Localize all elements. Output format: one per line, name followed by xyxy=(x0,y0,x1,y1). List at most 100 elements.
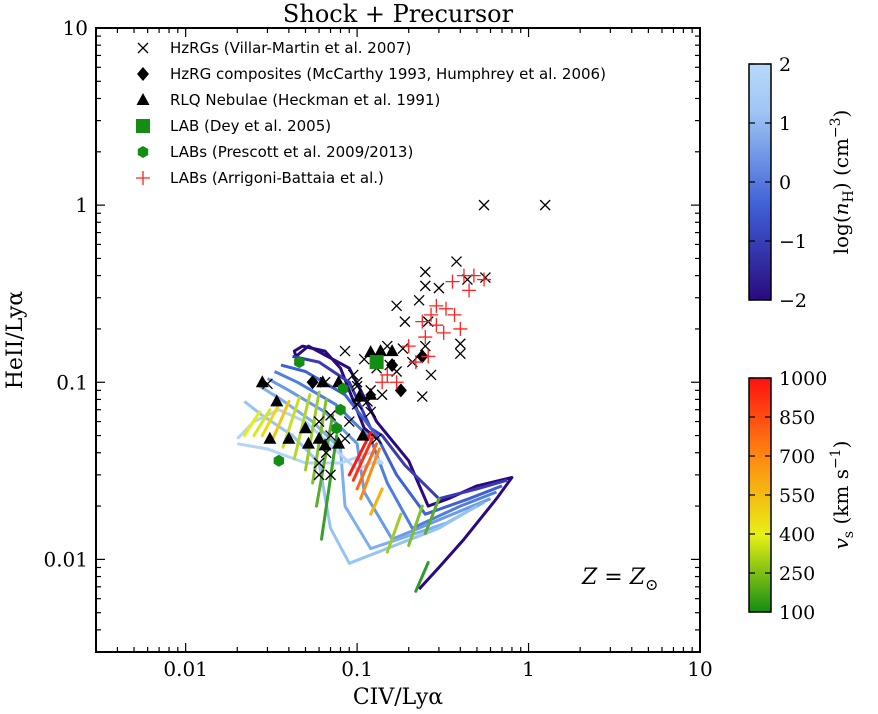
point-triangle-12 xyxy=(282,431,296,444)
point-plus-13 xyxy=(453,321,468,336)
legend-marker-square xyxy=(136,119,150,133)
legend-label-4: LABs (Prescott et al. 2009/2013) xyxy=(170,143,413,161)
velocity-line-9 xyxy=(320,434,339,541)
nH-tick-label-1: −1 xyxy=(779,231,807,253)
point-plus-11 xyxy=(436,325,451,340)
point-plus-9 xyxy=(415,314,430,329)
point-plus-16 xyxy=(408,355,423,370)
nH-tick-label-3: 1 xyxy=(779,113,791,135)
vs-tick-label-5: 850 xyxy=(779,407,815,429)
point-triangle-14 xyxy=(318,438,332,451)
colorbar-vs-label: vs (km s−1) xyxy=(828,441,857,550)
metallicity-annotation: Z = Z⊙ xyxy=(581,565,658,594)
point-plus-15 xyxy=(421,349,436,364)
vs-tick-label-6: 1000 xyxy=(779,368,827,390)
nH-tick-label-4: 2 xyxy=(779,54,791,76)
point-plus-10 xyxy=(429,318,444,333)
y-axis-label: HeII/Lyα xyxy=(3,291,28,390)
colorbar-nh: log(nH) (cm−3) −2 −1 0 1 2 xyxy=(748,54,857,312)
point-diamond-0 xyxy=(386,358,399,373)
velocity-line-15 xyxy=(385,512,403,554)
point-triangle-10 xyxy=(364,387,378,400)
point-hexagon-4 xyxy=(331,422,342,435)
x-tick-label-3: 10 xyxy=(687,657,712,681)
velocity-line-0 xyxy=(242,410,262,438)
point-x-4 xyxy=(479,272,491,284)
point-diamond-1 xyxy=(394,383,407,398)
point-plus-2 xyxy=(477,272,492,287)
velocity-line-18 xyxy=(414,561,430,593)
x-tick-label-2: 1 xyxy=(522,657,535,681)
point-x-41 xyxy=(325,469,337,481)
velocity-line-8 xyxy=(315,413,335,508)
point-x-3 xyxy=(419,266,431,278)
point-x-11 xyxy=(399,316,411,328)
point-hexagon-1 xyxy=(338,382,349,395)
nH-tick-label-2: 0 xyxy=(779,172,791,194)
point-triangle-8 xyxy=(385,344,399,357)
point-plus-5 xyxy=(429,298,444,313)
y-tick-label-3: 10 xyxy=(63,16,88,40)
point-x-8 xyxy=(391,300,403,312)
vs-tick-label-4: 700 xyxy=(779,446,815,468)
point-x-35 xyxy=(339,433,351,445)
model-grid xyxy=(236,344,514,591)
point-x-33 xyxy=(343,416,355,428)
y-tick-label-2: 1 xyxy=(75,193,88,217)
model-line-0 xyxy=(292,344,514,591)
point-plus-7 xyxy=(424,307,439,322)
nH-tick-label-0: −2 xyxy=(779,290,807,312)
point-x-0 xyxy=(478,199,490,211)
point-x-39 xyxy=(313,457,325,469)
point-triangle-16 xyxy=(356,428,370,441)
legend-label-2: RLQ Nebulae (Heckman et al. 1991) xyxy=(170,91,440,109)
legend-label-1: HzRG composites (McCarthy 1993, Humphrey… xyxy=(170,65,606,83)
velocity-line-11 xyxy=(351,434,376,482)
point-x-36 xyxy=(371,433,383,445)
velocity-line-10 xyxy=(355,442,379,491)
data-points xyxy=(255,199,551,481)
point-x-40 xyxy=(313,469,325,481)
point-triangle-9 xyxy=(364,345,378,358)
chart-title: Shock + Precursor xyxy=(283,0,514,28)
point-x-31 xyxy=(339,345,351,357)
point-x-34 xyxy=(313,416,325,428)
x-tick-label-0: 0.01 xyxy=(163,657,208,681)
velocity-line-16 xyxy=(407,504,424,547)
model-line-5 xyxy=(258,384,485,551)
point-x-14 xyxy=(454,348,466,360)
velocity-hatches xyxy=(242,390,441,593)
legend-marker-plus xyxy=(136,171,150,185)
legend-label-5: LABs (Arrigoni-Battaia et al.) xyxy=(170,169,384,187)
model-line-1 xyxy=(292,354,508,501)
point-x-7 xyxy=(433,282,445,294)
point-plus-6 xyxy=(438,301,453,316)
point-triangle-3 xyxy=(298,421,312,434)
point-x-16 xyxy=(397,343,409,355)
velocity-line-2 xyxy=(260,402,281,438)
point-x-42 xyxy=(325,409,337,421)
point-plus-8 xyxy=(447,307,462,322)
model-line-2 xyxy=(280,363,503,516)
point-triangle-0 xyxy=(255,375,269,388)
point-x-1 xyxy=(539,199,551,211)
point-x-27 xyxy=(351,380,363,392)
y-tick-label-1: 0.1 xyxy=(56,370,88,394)
point-hexagon-3 xyxy=(335,403,346,416)
point-plus-1 xyxy=(466,268,481,283)
legend-label-3: LAB (Dey et al. 2005) xyxy=(170,117,331,135)
point-x-30 xyxy=(416,391,428,403)
point-plus-19 xyxy=(389,375,404,390)
velocity-line-5 xyxy=(292,393,312,461)
point-triangle-13 xyxy=(301,436,315,449)
point-x-22 xyxy=(347,369,359,381)
point-triangle-1 xyxy=(270,394,284,407)
velocity-line-6 xyxy=(304,390,321,472)
point-triangle-2 xyxy=(316,375,330,388)
legend: HzRGs (Villar-Martin et al. 2007) HzRG co… xyxy=(136,39,606,187)
point-x-25 xyxy=(425,369,437,381)
velocity-line-17 xyxy=(423,497,441,535)
vs-tick-label-2: 400 xyxy=(779,524,815,546)
point-plus-17 xyxy=(380,367,395,382)
point-plus-4 xyxy=(462,283,477,298)
